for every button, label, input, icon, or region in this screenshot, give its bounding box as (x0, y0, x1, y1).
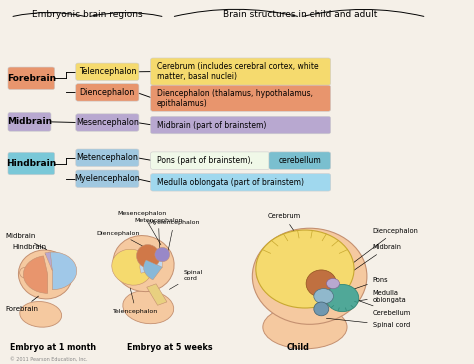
Text: Diencephalon: Diencephalon (337, 228, 419, 274)
Ellipse shape (112, 249, 152, 285)
Text: Forebrain: Forebrain (6, 296, 38, 312)
FancyBboxPatch shape (8, 152, 55, 175)
Text: Pons (part of brainstem),: Pons (part of brainstem), (157, 156, 253, 165)
Text: Forebrain: Forebrain (7, 74, 56, 83)
Text: Telencephalon: Telencephalon (79, 67, 136, 76)
FancyBboxPatch shape (151, 58, 331, 85)
Text: Diencephalon (thalamus, hypothalamus,
epithalamus): Diencephalon (thalamus, hypothalamus, ep… (157, 88, 313, 108)
Text: cerebellum: cerebellum (278, 156, 321, 165)
Text: Brain structures in child and adult: Brain structures in child and adult (223, 10, 377, 19)
FancyBboxPatch shape (8, 112, 51, 131)
Text: Diencephalon: Diencephalon (80, 88, 135, 97)
Ellipse shape (113, 260, 123, 271)
FancyBboxPatch shape (8, 67, 55, 90)
FancyBboxPatch shape (76, 114, 139, 131)
Text: Midbrain: Midbrain (6, 233, 46, 250)
FancyBboxPatch shape (151, 174, 331, 191)
FancyBboxPatch shape (151, 85, 331, 111)
Text: Embryo at 1 month: Embryo at 1 month (10, 343, 96, 352)
Ellipse shape (326, 284, 359, 312)
Text: Cerebrum: Cerebrum (267, 213, 301, 238)
FancyBboxPatch shape (76, 170, 139, 187)
Text: Mesencephalon: Mesencephalon (76, 118, 139, 127)
Ellipse shape (263, 305, 347, 349)
Wedge shape (140, 250, 162, 273)
Text: Child: Child (286, 343, 309, 352)
Ellipse shape (155, 247, 170, 262)
Wedge shape (48, 252, 77, 290)
Ellipse shape (256, 267, 269, 282)
FancyBboxPatch shape (76, 63, 139, 80)
Ellipse shape (256, 230, 354, 308)
Text: Hindbrain: Hindbrain (13, 244, 57, 259)
Text: Medulla oblongata (part of brainstem): Medulla oblongata (part of brainstem) (157, 178, 304, 187)
Text: © 2011 Pearson Education, Inc.: © 2011 Pearson Education, Inc. (10, 356, 88, 361)
FancyBboxPatch shape (269, 152, 331, 169)
Ellipse shape (314, 302, 329, 316)
FancyBboxPatch shape (76, 149, 139, 166)
Text: Cerebrum (includes cerebral cortex, white
matter, basal nuclei): Cerebrum (includes cerebral cortex, whit… (157, 62, 319, 81)
Ellipse shape (314, 289, 334, 304)
Wedge shape (45, 252, 53, 271)
FancyBboxPatch shape (76, 84, 139, 101)
Ellipse shape (137, 245, 160, 268)
Wedge shape (144, 260, 162, 280)
Ellipse shape (306, 270, 337, 297)
Bar (147, 284, 167, 305)
Text: Midbrain (part of brainstem): Midbrain (part of brainstem) (157, 120, 266, 130)
Text: Spinal cord: Spinal cord (327, 318, 410, 328)
FancyBboxPatch shape (151, 116, 331, 134)
Text: Myelencephalon: Myelencephalon (148, 220, 200, 254)
FancyBboxPatch shape (151, 152, 270, 169)
Wedge shape (23, 256, 48, 293)
Text: Metencephalon: Metencephalon (134, 218, 183, 257)
Text: Telencephalon: Telencephalon (113, 288, 158, 313)
Ellipse shape (123, 290, 173, 324)
Text: Midbrain: Midbrain (342, 244, 402, 278)
Ellipse shape (327, 278, 339, 289)
Text: Pons: Pons (336, 277, 388, 295)
Text: Embryonic brain regions: Embryonic brain regions (32, 10, 143, 19)
Ellipse shape (18, 250, 73, 299)
Text: Diencephalon: Diencephalon (97, 230, 146, 248)
Ellipse shape (19, 268, 29, 278)
Text: Midbrain: Midbrain (7, 117, 52, 126)
Text: Metencephalon: Metencephalon (76, 153, 138, 162)
Text: Myelencephalon: Myelencephalon (74, 174, 140, 183)
Text: Mesencephalon: Mesencephalon (118, 211, 167, 245)
Text: Hindbrain: Hindbrain (6, 159, 56, 168)
Text: Cerebellum: Cerebellum (359, 301, 411, 316)
Ellipse shape (113, 236, 174, 292)
Ellipse shape (252, 228, 367, 324)
Ellipse shape (20, 301, 62, 327)
Text: Spinal
cord: Spinal cord (169, 270, 202, 289)
Text: Medulla
oblongata: Medulla oblongata (330, 290, 407, 305)
Text: Embryo at 5 weeks: Embryo at 5 weeks (127, 343, 213, 352)
